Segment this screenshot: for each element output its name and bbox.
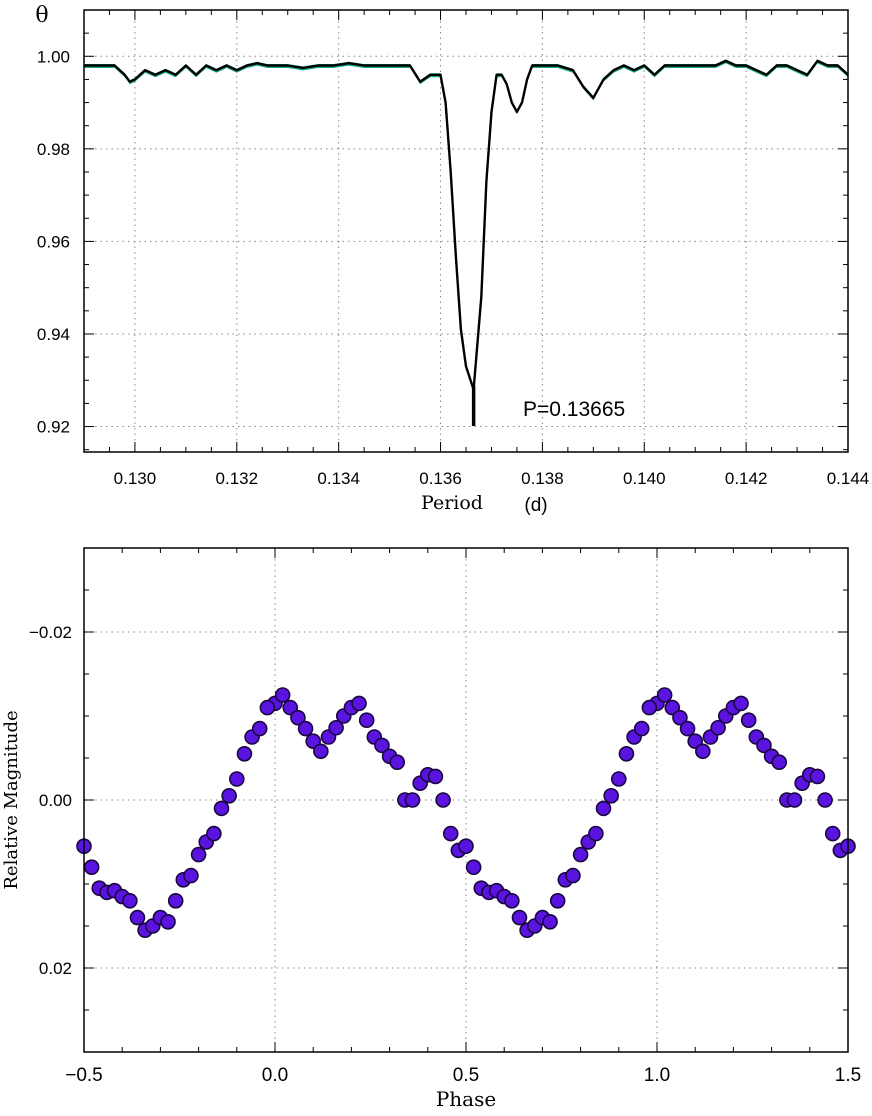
y-tick-label: 0.94 xyxy=(37,325,70,344)
y-tick-label: 0.96 xyxy=(37,232,70,251)
data-point xyxy=(817,792,833,808)
data-point xyxy=(297,720,314,737)
data-point xyxy=(274,687,291,703)
data-point xyxy=(183,867,199,884)
data-point xyxy=(595,800,612,817)
x-tick-label: 0.0 xyxy=(262,1065,288,1086)
period-annotation: P=0.13665 xyxy=(523,398,625,421)
data-point xyxy=(206,825,222,842)
x-tick-label: 0.132 xyxy=(216,469,259,488)
y-axis-label: θ xyxy=(35,3,48,28)
x-tick-label: 0.130 xyxy=(114,469,157,488)
data-point xyxy=(190,846,207,863)
data-point xyxy=(259,699,276,716)
y-tick-label: 0.02 xyxy=(39,959,72,978)
data-point xyxy=(251,720,268,737)
data-point xyxy=(427,768,444,785)
x-tick-label: 0.136 xyxy=(419,469,462,488)
data-point xyxy=(824,825,841,842)
data-point xyxy=(740,712,757,729)
phase-curve-chart: −0.5 0.0 0.5 1.0 1.5 −0.02 0.00 0.02 Phase Relati… xyxy=(1,547,861,1111)
data-point xyxy=(328,719,344,736)
data-point xyxy=(565,867,581,884)
data-point xyxy=(710,719,726,736)
data-point xyxy=(435,792,451,808)
x-tick-label: 0.144 xyxy=(827,469,870,488)
data-point xyxy=(458,838,474,855)
data-point xyxy=(167,892,184,909)
x-tick-label: 0.142 xyxy=(725,469,768,488)
y-tick-label: 0.98 xyxy=(37,140,70,159)
x-tick-label: 1.0 xyxy=(644,1065,670,1086)
data-point xyxy=(229,771,245,787)
data-point xyxy=(549,892,566,909)
y-tick-label: −0.02 xyxy=(29,623,72,642)
data-point xyxy=(83,859,100,876)
data-point xyxy=(771,754,788,771)
data-point xyxy=(695,743,711,760)
x-tick-label: 0.138 xyxy=(521,469,564,488)
data-point xyxy=(641,699,658,716)
data-point xyxy=(290,709,306,726)
data-point xyxy=(236,745,253,762)
x-axis-unit: (d) xyxy=(524,495,547,516)
data-point xyxy=(351,695,367,712)
data-point xyxy=(358,712,375,729)
x-tick-label: −0.5 xyxy=(65,1065,103,1086)
x-tick-label: 1.5 xyxy=(835,1065,861,1086)
plot-frame xyxy=(83,9,849,453)
data-point xyxy=(618,745,635,762)
data-point xyxy=(572,846,589,863)
data-point xyxy=(672,709,688,726)
data-point xyxy=(221,787,237,804)
data-point xyxy=(313,743,329,760)
plot-frame xyxy=(83,547,849,1053)
data-point xyxy=(588,825,604,842)
data-point xyxy=(679,720,696,737)
data-point xyxy=(809,768,826,785)
data-point xyxy=(389,754,406,771)
y-tick-label: 0.92 xyxy=(37,418,70,437)
periodogram-line xyxy=(84,59,849,391)
data-point xyxy=(213,800,230,817)
data-point xyxy=(465,859,482,876)
y-tick-label: 1.00 xyxy=(37,47,70,66)
data-point xyxy=(756,737,772,754)
x-tick-label: 0.134 xyxy=(317,469,360,488)
data-point xyxy=(160,913,176,930)
data-point xyxy=(603,787,619,804)
data-point xyxy=(656,687,673,703)
data-point xyxy=(442,825,459,842)
data-point xyxy=(733,695,749,712)
data-point xyxy=(542,913,558,930)
y-tick-label: 0.00 xyxy=(39,791,72,810)
data-point xyxy=(633,720,650,737)
x-axis-label: Period xyxy=(421,492,483,514)
x-tick-label: 0.140 xyxy=(623,469,666,488)
data-point xyxy=(610,771,627,787)
data-point xyxy=(404,792,421,808)
y-axis-label: Relative Magnitude xyxy=(1,710,22,889)
data-point xyxy=(511,909,528,926)
data-point xyxy=(122,892,138,909)
x-axis-label: Phase xyxy=(436,1087,496,1111)
periodogram-chart: 0.130 0.132 0.134 0.136 0.138 0.140 0.142 0.144… xyxy=(35,3,869,516)
data-point xyxy=(504,892,520,909)
data-point xyxy=(786,792,803,808)
data-point xyxy=(129,909,146,926)
x-tick-label: 0.5 xyxy=(453,1065,479,1086)
data-point xyxy=(374,737,390,754)
error-band xyxy=(84,59,848,393)
